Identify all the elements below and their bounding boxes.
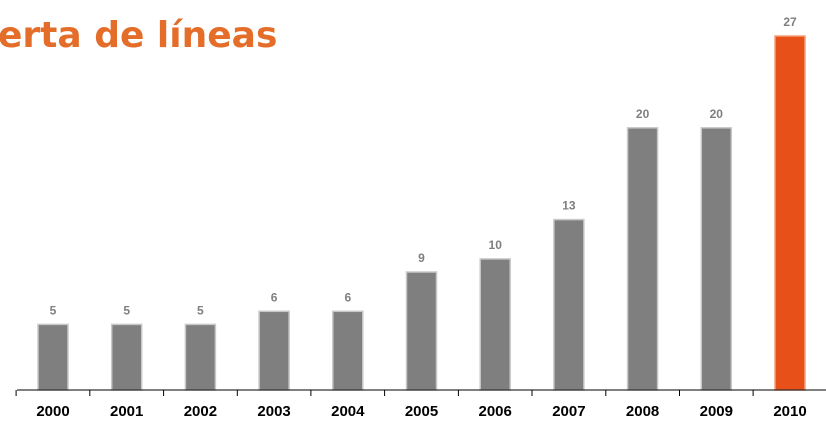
bar-2009 [700, 127, 733, 391]
x-tick-label-2006: 2006 [479, 403, 512, 420]
value-label-2005: 9 [418, 251, 425, 265]
x-tick-label-2005: 2005 [405, 403, 438, 420]
bar-2010 [774, 35, 806, 391]
x-tick-label-2008: 2008 [626, 403, 659, 420]
x-tick-label-2009: 2009 [700, 403, 733, 420]
bar-2002 [184, 323, 217, 391]
x-tick-label-2000: 2000 [36, 403, 69, 420]
bar-2007 [553, 218, 585, 391]
bars-group [37, 35, 806, 391]
value-labels-group: 5 5 5 6 6 9 10 13 20 20 27 [50, 15, 797, 317]
bar-2004 [332, 310, 364, 391]
x-axis-ticks-group [15, 390, 754, 396]
x-tick-label-2004: 2004 [331, 403, 365, 420]
bar-2003 [258, 310, 290, 391]
value-label-2006: 10 [489, 238, 503, 252]
value-label-2010: 27 [783, 15, 797, 29]
bar-2001 [110, 323, 143, 391]
bar-2006 [479, 258, 511, 391]
chart-title: erta de líneas [0, 15, 278, 56]
value-label-2002: 5 [197, 303, 204, 317]
value-label-2000: 5 [50, 303, 57, 317]
value-label-2009: 20 [710, 107, 724, 121]
x-axis-tick-labels-group: 2000 2001 2002 2003 2004 2005 2006 2007 2008 2009… [36, 403, 806, 420]
bar-2005 [405, 271, 438, 391]
bar-2000 [37, 323, 69, 391]
value-label-2004: 6 [344, 290, 351, 304]
value-label-2003: 6 [271, 290, 278, 304]
x-tick-label-2003: 2003 [257, 403, 290, 420]
value-label-2001: 5 [123, 303, 130, 317]
value-label-2007: 13 [562, 199, 576, 213]
x-tick-label-2010: 2010 [773, 403, 806, 420]
value-label-2008: 20 [636, 107, 650, 121]
bar-2008 [626, 127, 659, 391]
x-tick-label-2007: 2007 [552, 403, 585, 420]
x-tick-label-2001: 2001 [110, 403, 143, 420]
x-tick-label-2002: 2002 [184, 403, 217, 420]
